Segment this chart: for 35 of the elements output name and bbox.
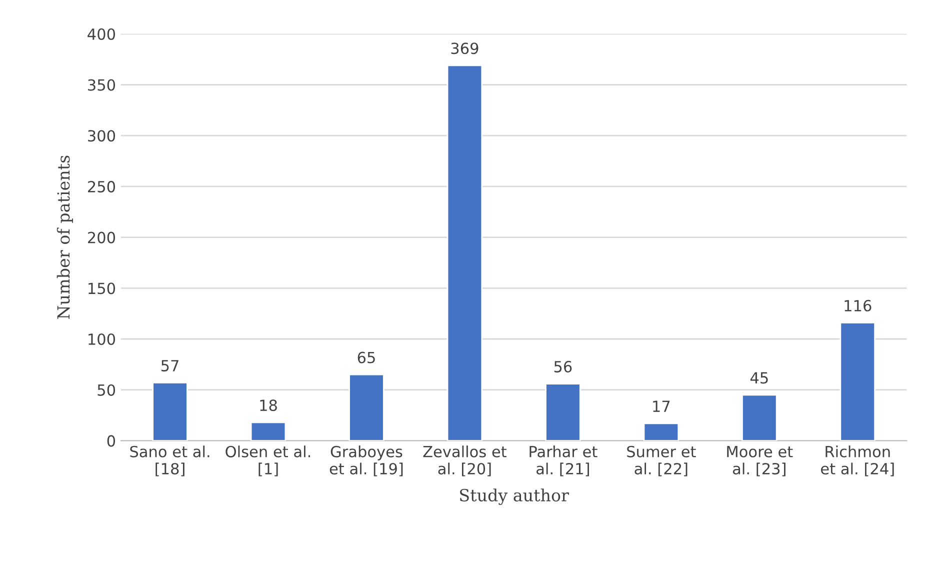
y-tick-label: 250 xyxy=(88,180,116,192)
data-label: 17 xyxy=(653,400,670,412)
x-tick-label: Graboyes et al. [19] xyxy=(330,446,403,476)
bar xyxy=(545,383,581,441)
bar xyxy=(840,322,876,441)
x-tick-label: Zevallos et al. [20] xyxy=(423,446,506,476)
data-label: 57 xyxy=(161,360,178,372)
x-tick-label: Parhar et al. [21] xyxy=(530,446,598,476)
data-label: 65 xyxy=(358,352,375,364)
y-tick-label: 100 xyxy=(88,333,116,346)
data-label: 116 xyxy=(844,300,872,312)
x-tick-label: Richmon et al. [24] xyxy=(821,446,894,476)
bar xyxy=(742,394,778,441)
x-axis-title: Study author xyxy=(460,488,569,505)
bar xyxy=(152,382,188,441)
bar xyxy=(446,64,483,441)
y-tick-label: 200 xyxy=(88,232,116,244)
y-tick-label: 350 xyxy=(88,79,116,91)
y-tick-label: 150 xyxy=(88,282,116,294)
x-tick-label: Olsen et al. [1] xyxy=(226,446,310,476)
data-label: 56 xyxy=(554,360,572,372)
y-tick-label: 300 xyxy=(88,130,116,142)
bar xyxy=(250,422,286,441)
data-label: 45 xyxy=(750,372,768,384)
bar xyxy=(348,374,384,441)
data-label: 369 xyxy=(451,42,478,54)
bar xyxy=(643,422,680,441)
y-tick-label: 400 xyxy=(88,28,116,40)
data-label: 18 xyxy=(260,400,277,412)
x-tick-label: Moore et al. [23] xyxy=(727,446,793,476)
y-tick-label: 50 xyxy=(98,384,116,396)
y-axis-title: Number of patients xyxy=(56,156,73,319)
y-tick-label: 0 xyxy=(107,435,116,447)
x-tick-label: Sumer et al. [22] xyxy=(627,446,696,476)
x-tick-label: Sano et al. [18] xyxy=(130,446,210,476)
